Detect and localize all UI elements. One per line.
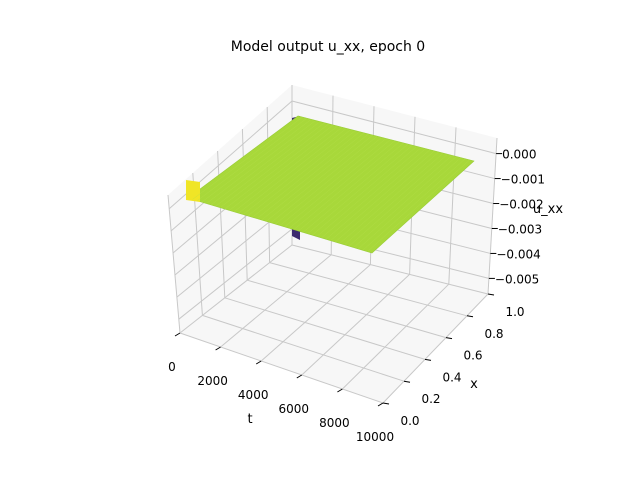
surface-mesh-line (367, 159, 470, 252)
surface-mesh-line (284, 139, 391, 228)
surface-mesh (192, 116, 470, 252)
y-tick-mark (424, 358, 432, 361)
y-tick-mark (487, 293, 495, 296)
x-tick-label: 2000 (197, 374, 228, 388)
grid-line-x-left (167, 194, 181, 334)
surface-mesh-line (210, 121, 321, 206)
grid-line-x (269, 262, 468, 317)
surface-mesh-line (298, 142, 404, 232)
x-tick-mark (215, 346, 221, 351)
x-tick-mark (296, 374, 303, 379)
x-tick-mark (337, 388, 343, 393)
x-axis-label: t (247, 412, 252, 427)
surface-mesh-line (220, 123, 329, 208)
grid-line-x (179, 332, 384, 404)
x-tick-label: 10000 (356, 430, 394, 444)
surface-mesh-line (215, 122, 325, 207)
surface-mesh-line (201, 119, 312, 203)
grid-line-t (260, 264, 371, 362)
y-tick-label: 0.0 (400, 414, 419, 428)
surface-mesh-line (275, 137, 382, 225)
surface-mesh-line (321, 148, 426, 239)
surface-mesh-line (330, 150, 435, 241)
y-tick-mark (382, 402, 390, 405)
z-tick-label: −0.002 (499, 198, 543, 212)
grid-line-x (202, 314, 405, 382)
y-tick-mark (445, 337, 453, 340)
surface-mesh-line (325, 149, 431, 240)
y-axis-label: x (470, 377, 478, 392)
grid-line-t-back (448, 127, 457, 285)
surface-mesh-line (252, 131, 360, 218)
x-tick-mark (255, 360, 262, 365)
z-tick-label: −0.003 (498, 222, 542, 236)
surface-mesh-line (302, 143, 409, 233)
surface-mesh-line (229, 125, 338, 211)
grid-line-x (247, 279, 447, 339)
surface-mesh-line (362, 158, 466, 251)
surface-mesh-line (279, 138, 387, 226)
surface-mesh-line (247, 130, 356, 217)
z-tick-label: −0.004 (496, 247, 540, 261)
y-tick-label: 0.6 (463, 349, 482, 363)
grid-line-t (301, 274, 410, 376)
axis-ticks: 0 2000 4000 6000 8000 10000 0.00.20.40.60.81.0… (168, 148, 545, 444)
surface-mesh-line (192, 116, 303, 200)
surface-edge-strip (186, 180, 200, 202)
grid-line-t (220, 254, 332, 348)
surface-mesh-line (316, 147, 422, 237)
x-tick-label: 6000 (279, 402, 310, 416)
y-tick-label: 0.2 (421, 392, 440, 406)
surface (186, 115, 475, 254)
pane-floor (180, 245, 488, 403)
surface-mesh-line (206, 120, 316, 204)
surface-mesh-line (289, 140, 395, 229)
surface-mesh-line (348, 155, 453, 247)
x-tick-label: 4000 (238, 388, 269, 402)
surface-mesh-line (243, 129, 351, 215)
surface-mesh-line (224, 124, 334, 210)
z-tick-label: −0.005 (495, 272, 539, 286)
y-tick-mark (466, 315, 474, 318)
surface-mesh-line (307, 145, 413, 234)
grid-line-t (342, 283, 450, 390)
surface-mesh-line (293, 141, 400, 230)
z-tick-label: 0.000 (502, 148, 536, 162)
x-tick-label: 8000 (319, 416, 350, 430)
grid-line-t (382, 293, 489, 404)
surface-mesh-line (197, 118, 307, 201)
y-tick-label: 1.0 (505, 305, 524, 319)
x-tick-mark (174, 332, 181, 337)
surface-mesh-line (261, 133, 369, 221)
grid-line-x (224, 297, 426, 360)
grid-line-x (291, 244, 489, 295)
surface-mesh-line (233, 127, 343, 212)
surface-mesh-line (312, 146, 417, 236)
y-tick-mark (403, 380, 411, 383)
surface-mesh-line (353, 156, 457, 248)
grid-line-z-left (178, 228, 293, 320)
surface-mesh-line (335, 151, 439, 243)
grid-line-t-back (487, 137, 498, 295)
grid-line-z-back (291, 100, 497, 155)
surface-plateau (187, 115, 475, 254)
z-axis-label: u_xx (533, 202, 563, 217)
surface-mesh-line (344, 154, 448, 245)
chart-title: Model output u_xx, epoch 0 (231, 39, 425, 55)
x-tick-mark (377, 402, 384, 407)
y-tick-label: 0.8 (484, 327, 503, 341)
surface-mesh-line (238, 128, 347, 214)
surface-mesh-line (358, 157, 461, 250)
surface-mesh-line (256, 132, 365, 219)
surface-mesh-line (266, 134, 373, 222)
surface-mesh-line (339, 152, 444, 244)
y-tick-label: 0.4 (442, 370, 461, 384)
z-tick-label: −0.001 (501, 173, 545, 187)
surface-mesh-line (270, 136, 378, 223)
x-tick-label: 0 (168, 360, 176, 374)
grid-line-t (179, 244, 293, 334)
